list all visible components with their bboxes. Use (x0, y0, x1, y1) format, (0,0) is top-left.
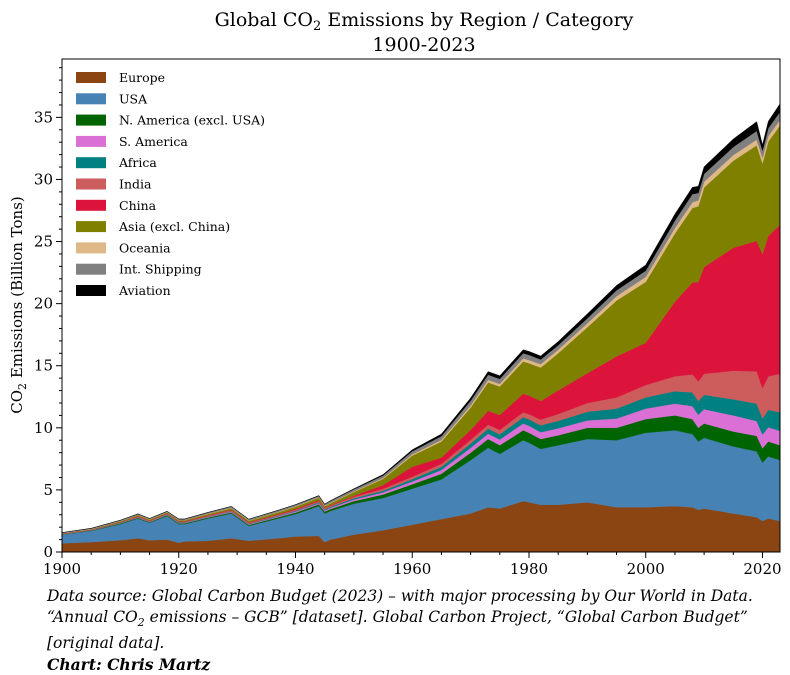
legend-label: N. America (excl. USA) (119, 113, 265, 128)
y-tick-label: 10 (34, 419, 53, 437)
x-tick-label: 1940 (276, 560, 314, 578)
legend-label: India (119, 177, 152, 192)
y-tick-label: 35 (34, 108, 53, 126)
legend-swatch (76, 93, 106, 105)
legend-label: S. America (119, 134, 188, 149)
legend-label: Asia (excl. China) (118, 219, 230, 234)
stacked-areas (61, 103, 781, 553)
x-tick-label: 1920 (160, 560, 198, 578)
y-tick-label: 15 (34, 357, 53, 375)
legend: Europe USA N. America (excl. USA) S. Americ… (76, 70, 265, 298)
legend-label: USA (119, 91, 148, 106)
y-tick-label: 25 (34, 233, 53, 251)
chart-title-line2: 1900-2023 (372, 34, 475, 56)
y-axis-label: CO2 Emissions (Billion Tons) (8, 196, 29, 413)
x-tick-label: 2020 (743, 560, 781, 578)
x-axis: 1900 1920 1940 1960 1980 2000 2020 (43, 552, 782, 578)
legend-label: Oceania (119, 240, 171, 255)
legend-label: Africa (118, 155, 157, 170)
legend-swatch (76, 242, 106, 254)
legend-label: Aviation (118, 283, 171, 298)
y-axis: 0 5 10 15 20 25 30 35 (34, 67, 62, 561)
legend-swatch (76, 72, 106, 83)
chart-title-line1: Global CO2 Emissions by Region / Categor… (215, 9, 634, 34)
y-tick-label: 0 (43, 543, 53, 561)
legend-label: Int. Shipping (119, 262, 202, 277)
chart-credit: Chart: Chris Martz (47, 655, 211, 675)
x-tick-label: 2000 (627, 560, 665, 578)
legend-swatch (76, 221, 106, 233)
legend-label: Europe (119, 70, 165, 85)
x-tick-label: 1900 (43, 560, 81, 578)
legend-label: China (119, 198, 157, 213)
data-source-note: Data source: Global Carbon Budget (2023)… (47, 587, 753, 653)
y-tick-label: 30 (34, 170, 53, 188)
legend-swatch (76, 263, 106, 275)
chart-footer: Data source: Global Carbon Budget (2023)… (47, 586, 787, 675)
legend-swatch (76, 199, 106, 211)
y-tick-label: 5 (43, 481, 53, 499)
legend-swatch (76, 157, 106, 169)
legend-swatch (76, 114, 106, 126)
legend-swatch (76, 285, 106, 296)
x-tick-label: 1980 (510, 560, 548, 578)
y-tick-label: 20 (34, 295, 53, 313)
legend-swatch (76, 178, 106, 190)
plot-frame (61, 58, 781, 553)
x-tick-label: 1960 (393, 560, 431, 578)
legend-swatch (76, 135, 106, 147)
emissions-chart: Global CO2 Emissions by Region / Categor… (8, 9, 782, 578)
